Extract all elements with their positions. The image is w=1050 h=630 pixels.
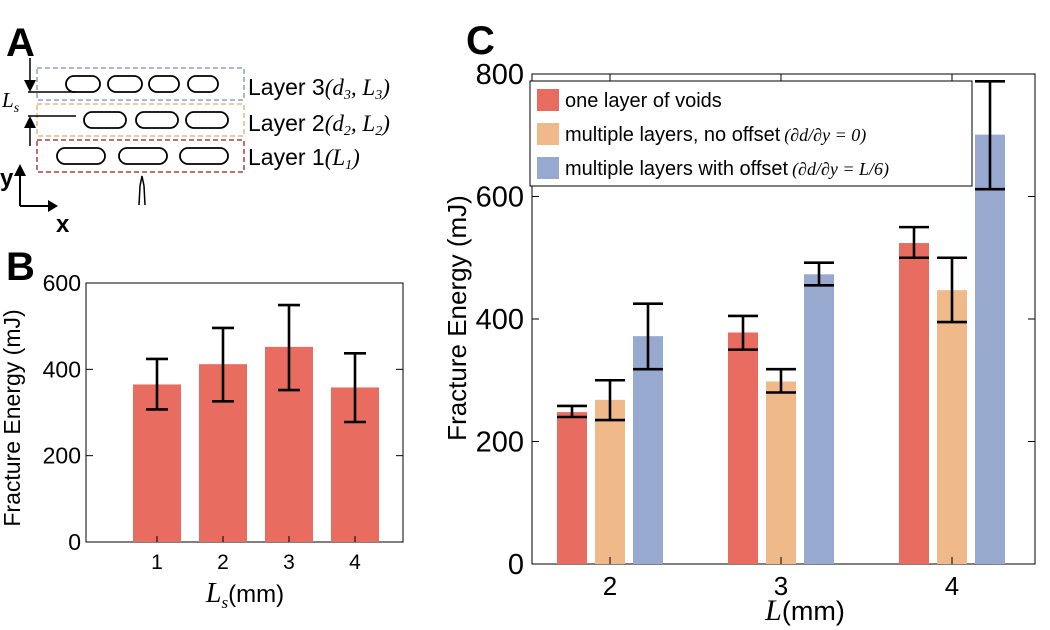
legend: one layer of voids multiple layers, no of… (529, 80, 973, 187)
panel-label-a: A (6, 21, 35, 65)
bar-s3-3 (804, 274, 834, 564)
y-axis-label: Fracture Energy (mJ) (442, 195, 472, 441)
x-tick-label: 2 (603, 571, 617, 601)
layer-1-label: Layer 1(L1) (248, 144, 360, 173)
y-axis-label: Fracture Energy (mJ) (0, 309, 25, 526)
ls-label: Ls (1, 88, 20, 116)
layer-3-label: Layer 3(d3, L3) (248, 74, 390, 103)
panel-a: A Ls Layer 3(d (0, 21, 390, 238)
panel-b: B 1 2 3 4 0 200 400 600 Fracture Energy (mJ) Ls(m… (0, 245, 404, 612)
error-bar-s3-2 (633, 302, 663, 371)
axis-x-label: x (56, 211, 70, 238)
panel-label-c: C (466, 19, 495, 63)
error-bar-s2-4 (937, 256, 967, 324)
y-tick-label: 800 (476, 59, 524, 91)
x-tick-label: 1 (151, 551, 163, 574)
axis-y-label: y (0, 165, 14, 192)
y-tick-label: 400 (476, 304, 524, 336)
ls-arrow-up (24, 116, 36, 128)
error-bar-s3-4 (975, 80, 1005, 191)
error-bar-s1-4 (899, 225, 929, 260)
bar-s3-2 (633, 336, 663, 564)
bar-s2-3 (766, 381, 796, 564)
chart-b: 1 2 3 4 0 200 400 600 Fracture Energy (mJ) Ls(mm) (0, 270, 404, 612)
axes-glyph: y x (0, 164, 70, 238)
y-tick-label: 0 (68, 529, 81, 555)
error-bar-2 (212, 326, 234, 403)
bar-s1-3 (728, 332, 758, 564)
layer-1-box (36, 139, 245, 173)
bar-s1-2 (557, 412, 587, 564)
ls-indicator (28, 58, 76, 146)
x-tick-label: 4 (349, 551, 361, 574)
legend-label-3: multiple layers with offset (∂d/∂y = L/6) (565, 158, 889, 180)
x-tick-label: 3 (283, 551, 295, 574)
y-tick-label: 200 (476, 427, 524, 459)
chart-c: 2 3 4 0 200 400 600 800 Fracture Energy (mJ) L(mm… (442, 59, 1036, 627)
x-tick-label: 2 (217, 551, 229, 574)
legend-swatch-3 (537, 157, 559, 179)
crack-notch (138, 175, 146, 206)
bar-s1-4 (899, 243, 929, 565)
y-tick-label: 400 (43, 356, 81, 382)
x-axis-label: L(mm) (764, 594, 845, 627)
legend-label-2: multiple layers, no offset (∂d/∂y = 0) (565, 124, 866, 146)
x-tick-label: 3 (774, 571, 788, 601)
legend-box (529, 80, 973, 187)
y-tick-label: 600 (476, 182, 524, 214)
layer-2-label: Layer 2(d2, L2) (248, 110, 390, 139)
error-bar-s2-3 (766, 367, 796, 394)
error-bar-4 (344, 352, 366, 424)
legend-swatch-1 (537, 89, 559, 111)
legend-label-1: one layer of voids (565, 90, 722, 112)
bar-s3-4 (975, 134, 1005, 564)
bar-s2-2 (595, 399, 625, 564)
error-bar-s1-3 (728, 314, 758, 351)
voids (56, 75, 229, 165)
y-tick-label: 600 (43, 270, 81, 296)
ls-arrow-down (24, 80, 36, 92)
x-tick-label: 4 (945, 571, 959, 601)
error-bar-s3-3 (804, 261, 834, 287)
error-bar-s1-2 (557, 404, 587, 419)
panel-label-b: B (6, 245, 35, 289)
layer-3-box (36, 67, 245, 101)
legend-swatch-2 (537, 123, 559, 145)
layer-2-box (36, 103, 245, 137)
bar-s2-4 (937, 290, 967, 564)
error-bar-3 (278, 303, 300, 392)
x-axis-label: Ls(mm) (205, 578, 284, 612)
y-tick-label: 0 (508, 549, 524, 581)
y-tick-label: 200 (43, 443, 81, 469)
error-bar-s2-2 (595, 378, 625, 422)
panel-c: C 2 3 4 0 200 400 600 800 Fracture Energy (mJ) L(… (442, 19, 1036, 627)
error-bar-1 (146, 357, 168, 411)
